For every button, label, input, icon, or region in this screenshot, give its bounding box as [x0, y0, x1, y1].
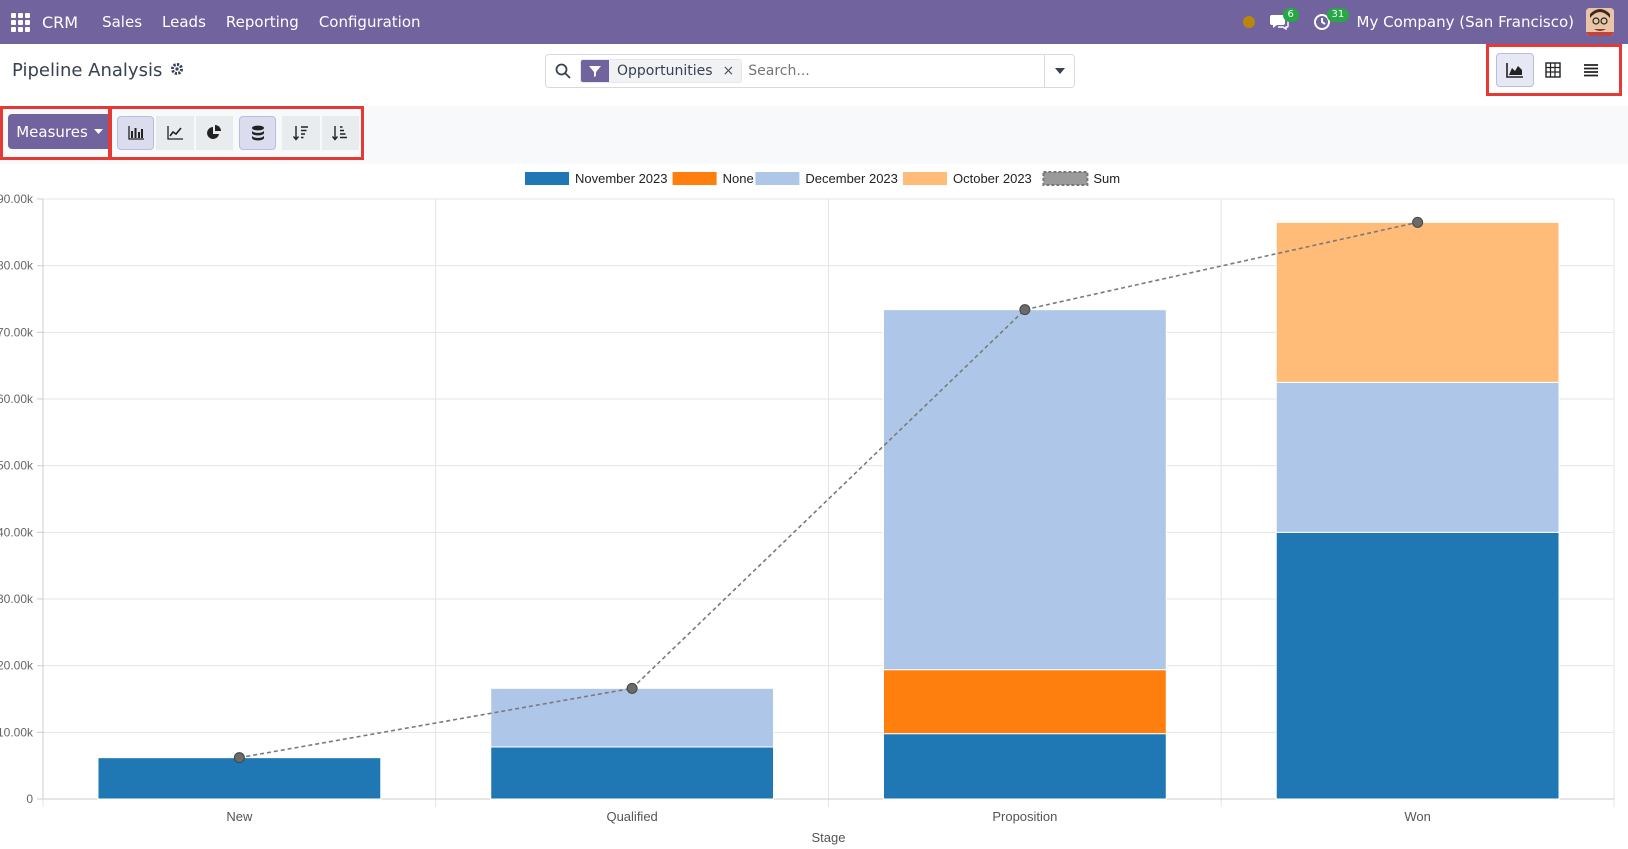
apps-menu-icon[interactable]	[2, 0, 38, 44]
sum-point	[1412, 216, 1424, 228]
stacked-bar-chart: 0 10.00k 20.00k 30.00k 40.00k 50.00k 60.00k 70.…	[0, 171, 1615, 845]
caret-down-icon	[93, 129, 103, 134]
bar-november-2023-qualified	[490, 746, 775, 800]
y-tick-label: 90.00k	[0, 192, 34, 206]
x-axis-title: Stage	[812, 830, 846, 845]
area-chart-icon	[1506, 63, 1523, 78]
legend-swatch	[755, 172, 800, 185]
app-brand[interactable]: CRM	[42, 12, 79, 32]
line-chart-icon	[167, 126, 184, 140]
stacked-toggle-button[interactable]	[239, 116, 277, 150]
messages-badge: 6	[1282, 8, 1299, 22]
activities-systray[interactable]: 31	[1313, 0, 1350, 44]
bar-november-2023-proposition	[882, 733, 1167, 800]
search-bar: Opportunities ×	[545, 54, 1075, 88]
measures-label: Measures	[16, 122, 88, 141]
facet-remove-icon[interactable]: ×	[720, 60, 742, 82]
caret-down-icon	[1054, 68, 1065, 74]
legend-label: October 2023	[953, 171, 1032, 186]
x-tick-label: New	[226, 809, 253, 824]
database-icon	[251, 125, 264, 141]
y-tick-label: 10.00k	[0, 725, 34, 739]
status-dot-icon[interactable]	[1242, 16, 1255, 28]
bar-none-proposition	[882, 669, 1167, 735]
activities-badge: 31	[1326, 8, 1350, 22]
y-tick-label: 40.00k	[0, 525, 34, 539]
bar-october-2023-won	[1275, 221, 1560, 383]
page-title: Pipeline Analysis	[12, 60, 184, 81]
pie-chart-button[interactable]	[195, 116, 234, 150]
legend-label: None	[723, 171, 754, 186]
x-tick-label: Qualified	[606, 809, 657, 824]
sum-point	[233, 752, 245, 764]
sort-descending-button[interactable]	[282, 116, 320, 150]
filter-icon	[581, 60, 609, 82]
legend-swatch-sum	[1042, 171, 1089, 186]
menu-leads[interactable]: Leads	[162, 13, 206, 31]
facet-label: Opportunities	[609, 60, 721, 82]
legend-label: November 2023	[575, 171, 668, 186]
chart-mode-group	[108, 106, 364, 160]
bar-november-2023-won	[1275, 531, 1560, 800]
search-input[interactable]	[748, 56, 1044, 86]
sort-descending-icon	[292, 126, 308, 141]
control-panel: Pipeline Analysis Opportunities ×	[0, 44, 1628, 106]
systray: 6 31 My Company (San Francisco)	[1242, 0, 1628, 44]
search-options-toggle[interactable]	[1044, 55, 1074, 87]
y-tick-label: 0	[26, 792, 33, 806]
top-navbar: CRM Sales Leads Reporting Configuration …	[0, 0, 1628, 44]
legend-swatch	[672, 172, 717, 185]
legend-label: Sum	[1093, 171, 1120, 186]
table-icon	[1545, 62, 1561, 78]
bar-november-2023-new	[97, 757, 382, 800]
graph-toolbar: Measures	[0, 106, 1628, 164]
sort-ascending-icon	[332, 126, 348, 141]
bar-december-2023-qualified	[490, 687, 775, 748]
measures-dropdown-button[interactable]: Measures	[8, 114, 111, 149]
view-switcher	[1486, 44, 1622, 96]
bar-december-2023-proposition	[882, 309, 1167, 671]
y-tick-label: 70.00k	[0, 325, 34, 339]
legend-swatch	[525, 172, 569, 185]
company-switcher[interactable]: My Company (San Francisco)	[1356, 13, 1574, 31]
gear-icon[interactable]	[170, 61, 184, 80]
sum-point	[626, 682, 638, 694]
menu-sales[interactable]: Sales	[102, 13, 143, 31]
x-tick-label: Proposition	[992, 809, 1057, 824]
y-tick-label: 60.00k	[0, 392, 34, 406]
y-tick-label: 50.00k	[0, 459, 34, 473]
line-chart-button[interactable]	[156, 116, 194, 150]
menu-reporting[interactable]: Reporting	[225, 13, 299, 31]
bar-december-2023-won	[1275, 381, 1560, 533]
bar-chart-button[interactable]	[117, 116, 155, 150]
sort-ascending-button[interactable]	[321, 116, 359, 150]
search-icon[interactable]	[546, 55, 580, 87]
bar-chart-icon	[128, 126, 144, 140]
page-title-text: Pipeline Analysis	[12, 60, 163, 81]
y-tick-label: 20.00k	[0, 659, 34, 673]
legend-label: December 2023	[805, 171, 898, 186]
menu-configuration[interactable]: Configuration	[318, 13, 421, 31]
pipeline-chart: 0 10.00k 20.00k 30.00k 40.00k 50.00k 60.00k 70.…	[0, 166, 1628, 845]
search-facet: Opportunities ×	[580, 59, 743, 83]
pivot-view-button[interactable]	[1534, 53, 1572, 87]
x-tick-label: Won	[1404, 809, 1431, 824]
clock-icon	[1313, 14, 1330, 30]
list-view-button[interactable]	[1572, 53, 1610, 87]
messages-systray[interactable]: 6	[1269, 0, 1299, 44]
list-icon	[1584, 64, 1598, 77]
pie-chart-icon	[207, 125, 222, 139]
y-tick-label: 80.00k	[0, 259, 34, 273]
y-tick-label: 30.00k	[0, 592, 34, 606]
legend-swatch	[903, 172, 947, 185]
sum-point	[1019, 304, 1031, 316]
sum-line	[239, 221, 1418, 759]
graph-view-button[interactable]	[1496, 53, 1534, 87]
user-avatar[interactable]	[1586, 8, 1614, 36]
